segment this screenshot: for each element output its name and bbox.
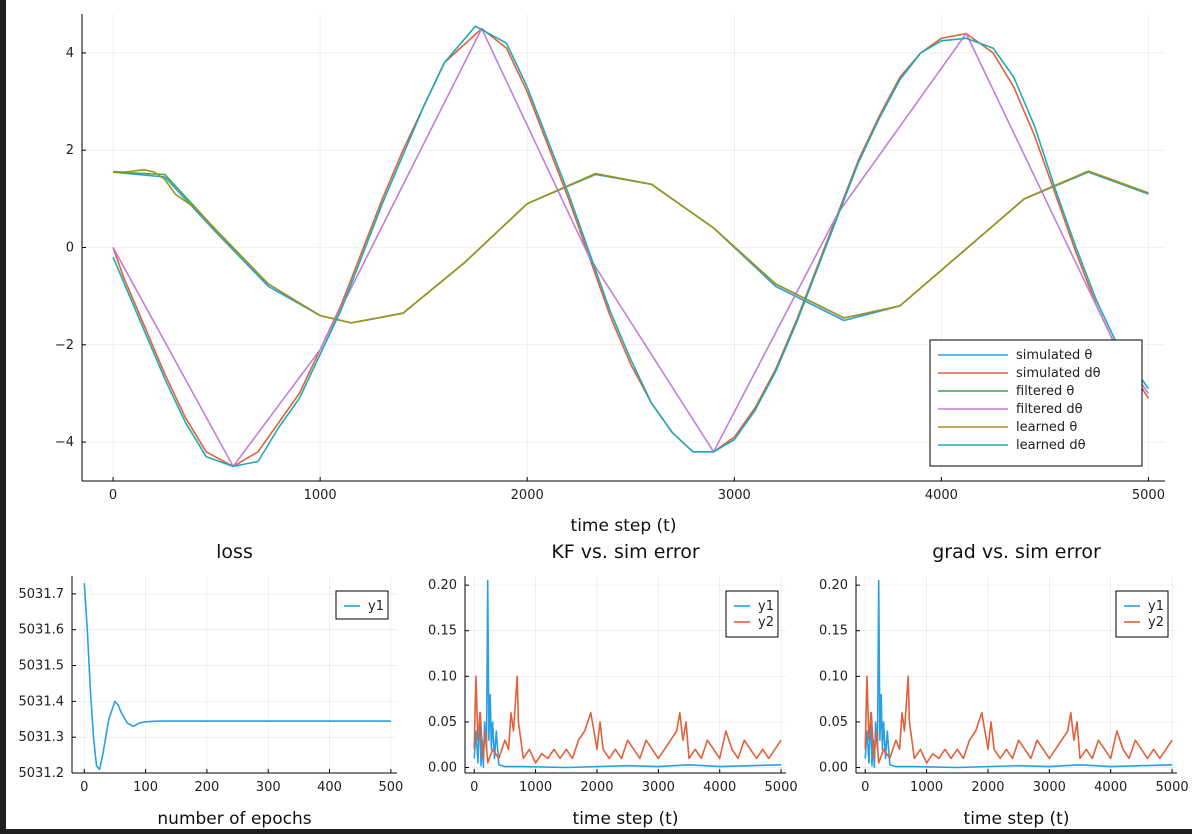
x-axis-label: time step (t) [964, 809, 1070, 829]
series-line [112, 25, 1150, 468]
x-tick-label: 200 [194, 780, 219, 795]
x-tick-label: 1000 [910, 780, 943, 795]
x-tick-label: 0 [861, 780, 869, 795]
series-line [83, 583, 391, 771]
series-line [864, 579, 1173, 769]
x-tick-label: 3000 [718, 488, 751, 503]
x-tick-label: 2000 [580, 780, 613, 795]
legend-box [335, 590, 389, 620]
legend-label: y1 [368, 599, 384, 614]
legend-label: y2 [1148, 615, 1164, 630]
legend-label: simulated θ [1016, 348, 1092, 363]
x-tick-label: 1000 [519, 780, 552, 795]
x-tick-label: 300 [256, 780, 281, 795]
x-tick-label: 1000 [304, 488, 337, 503]
y-tick-label: 0 [66, 241, 74, 256]
legend-label: filtered dθ [1016, 402, 1083, 417]
y-tick-label: 5031.3 [19, 730, 65, 745]
x-axis-label: time step (t) [571, 516, 677, 536]
y-tick-label: −2 [55, 338, 74, 353]
series-line [473, 675, 782, 764]
chart-grad: 0 1000 2000 3000 4000 5000 0.00 0.05 0.10 0.15 0.2… [819, 541, 1189, 829]
y-tick-label: 0.00 [819, 761, 848, 776]
x-tick-label: 4000 [925, 488, 958, 503]
chart-title: loss [216, 541, 253, 563]
window-edge-bottom [0, 829, 1192, 834]
y-tick-label: 0.00 [428, 761, 457, 776]
x-tick-label: 5000 [765, 780, 798, 795]
y-tick-label: 2 [66, 143, 74, 158]
legend-box [725, 590, 779, 638]
chart-title: grad vs. sim error [932, 541, 1101, 563]
y-tick-label: −4 [55, 435, 74, 450]
legend-box [1115, 590, 1169, 638]
x-tick-label: 0 [80, 780, 88, 795]
y-tick-label: 0.20 [428, 578, 457, 593]
chart-main: 0 1000 2000 3000 4000 5000 −4 −2 0 2 4 time step (t… [55, 14, 1165, 536]
y-tick-label: 5031.4 [19, 694, 65, 709]
legend-label: filtered θ [1016, 384, 1074, 399]
series-line [113, 170, 1149, 324]
window-edge-left [0, 0, 6, 834]
y-tick-label: 4 [66, 46, 74, 61]
y-tick-label: 0.15 [428, 624, 457, 639]
y-tick-label: 0.20 [819, 578, 848, 593]
x-tick-label: 4000 [1094, 780, 1127, 795]
x-axis-label: number of epochs [157, 809, 311, 829]
legend-label: learned θ [1016, 420, 1077, 435]
x-tick-label: 3000 [642, 780, 675, 795]
legend-label: simulated dθ [1016, 366, 1101, 381]
x-tick-label: 2000 [971, 780, 1004, 795]
y-tick-label: 5031.5 [19, 659, 65, 674]
x-tick-label: 4000 [703, 780, 736, 795]
x-tick-label: 0 [109, 488, 117, 503]
x-tick-label: 5000 [1132, 488, 1165, 503]
x-axis-label: time step (t) [573, 809, 679, 829]
y-tick-label: 0.05 [428, 715, 457, 730]
x-tick-label: 100 [133, 780, 158, 795]
chart-kf: 0 1000 2000 3000 4000 5000 0.00 0.05 0.10 0.15 0.2… [428, 541, 798, 829]
y-tick-label: 0.10 [819, 669, 848, 684]
legend-label: learned dθ [1016, 438, 1086, 453]
x-tick-label: 0 [470, 780, 478, 795]
x-tick-label: 5000 [1156, 780, 1189, 795]
chart-loss: 0 100 200 300 400 500 5031.2 5031.3 5031.4 5031.5… [19, 541, 404, 829]
legend-label: y1 [1148, 599, 1164, 614]
legend-label: y1 [758, 599, 774, 614]
y-tick-label: 0.15 [819, 624, 848, 639]
y-tick-label: 5031.2 [19, 766, 65, 781]
y-tick-label: 5031.6 [19, 623, 65, 638]
x-tick-label: 400 [317, 780, 342, 795]
x-tick-label: 2000 [511, 488, 544, 503]
series-line [113, 168, 1149, 324]
series-line [473, 579, 782, 769]
legend-label: y2 [758, 615, 774, 630]
y-tick-label: 0.10 [428, 669, 457, 684]
y-tick-label: 0.05 [819, 715, 848, 730]
series-line [864, 675, 1173, 764]
x-tick-label: 500 [378, 780, 403, 795]
x-tick-label: 3000 [1033, 780, 1066, 795]
y-tick-label: 5031.7 [19, 587, 65, 602]
chart-title: KF vs. sim error [551, 541, 700, 563]
